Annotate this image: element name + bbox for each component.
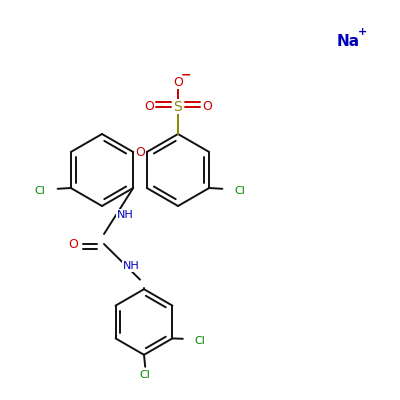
Text: Cl: Cl xyxy=(34,186,45,196)
Text: O: O xyxy=(135,146,145,158)
Text: NH: NH xyxy=(117,210,134,220)
Text: −: − xyxy=(181,68,191,81)
Text: S: S xyxy=(174,100,182,114)
Text: +: + xyxy=(358,26,367,36)
Text: O: O xyxy=(144,100,154,113)
Text: Cl: Cl xyxy=(140,370,151,380)
Text: NH: NH xyxy=(123,261,140,271)
Text: Na: Na xyxy=(336,34,360,50)
Text: Cl: Cl xyxy=(194,336,205,346)
Text: O: O xyxy=(202,100,212,113)
Text: O: O xyxy=(173,76,183,88)
Text: Cl: Cl xyxy=(234,186,245,196)
Text: O: O xyxy=(68,238,78,250)
